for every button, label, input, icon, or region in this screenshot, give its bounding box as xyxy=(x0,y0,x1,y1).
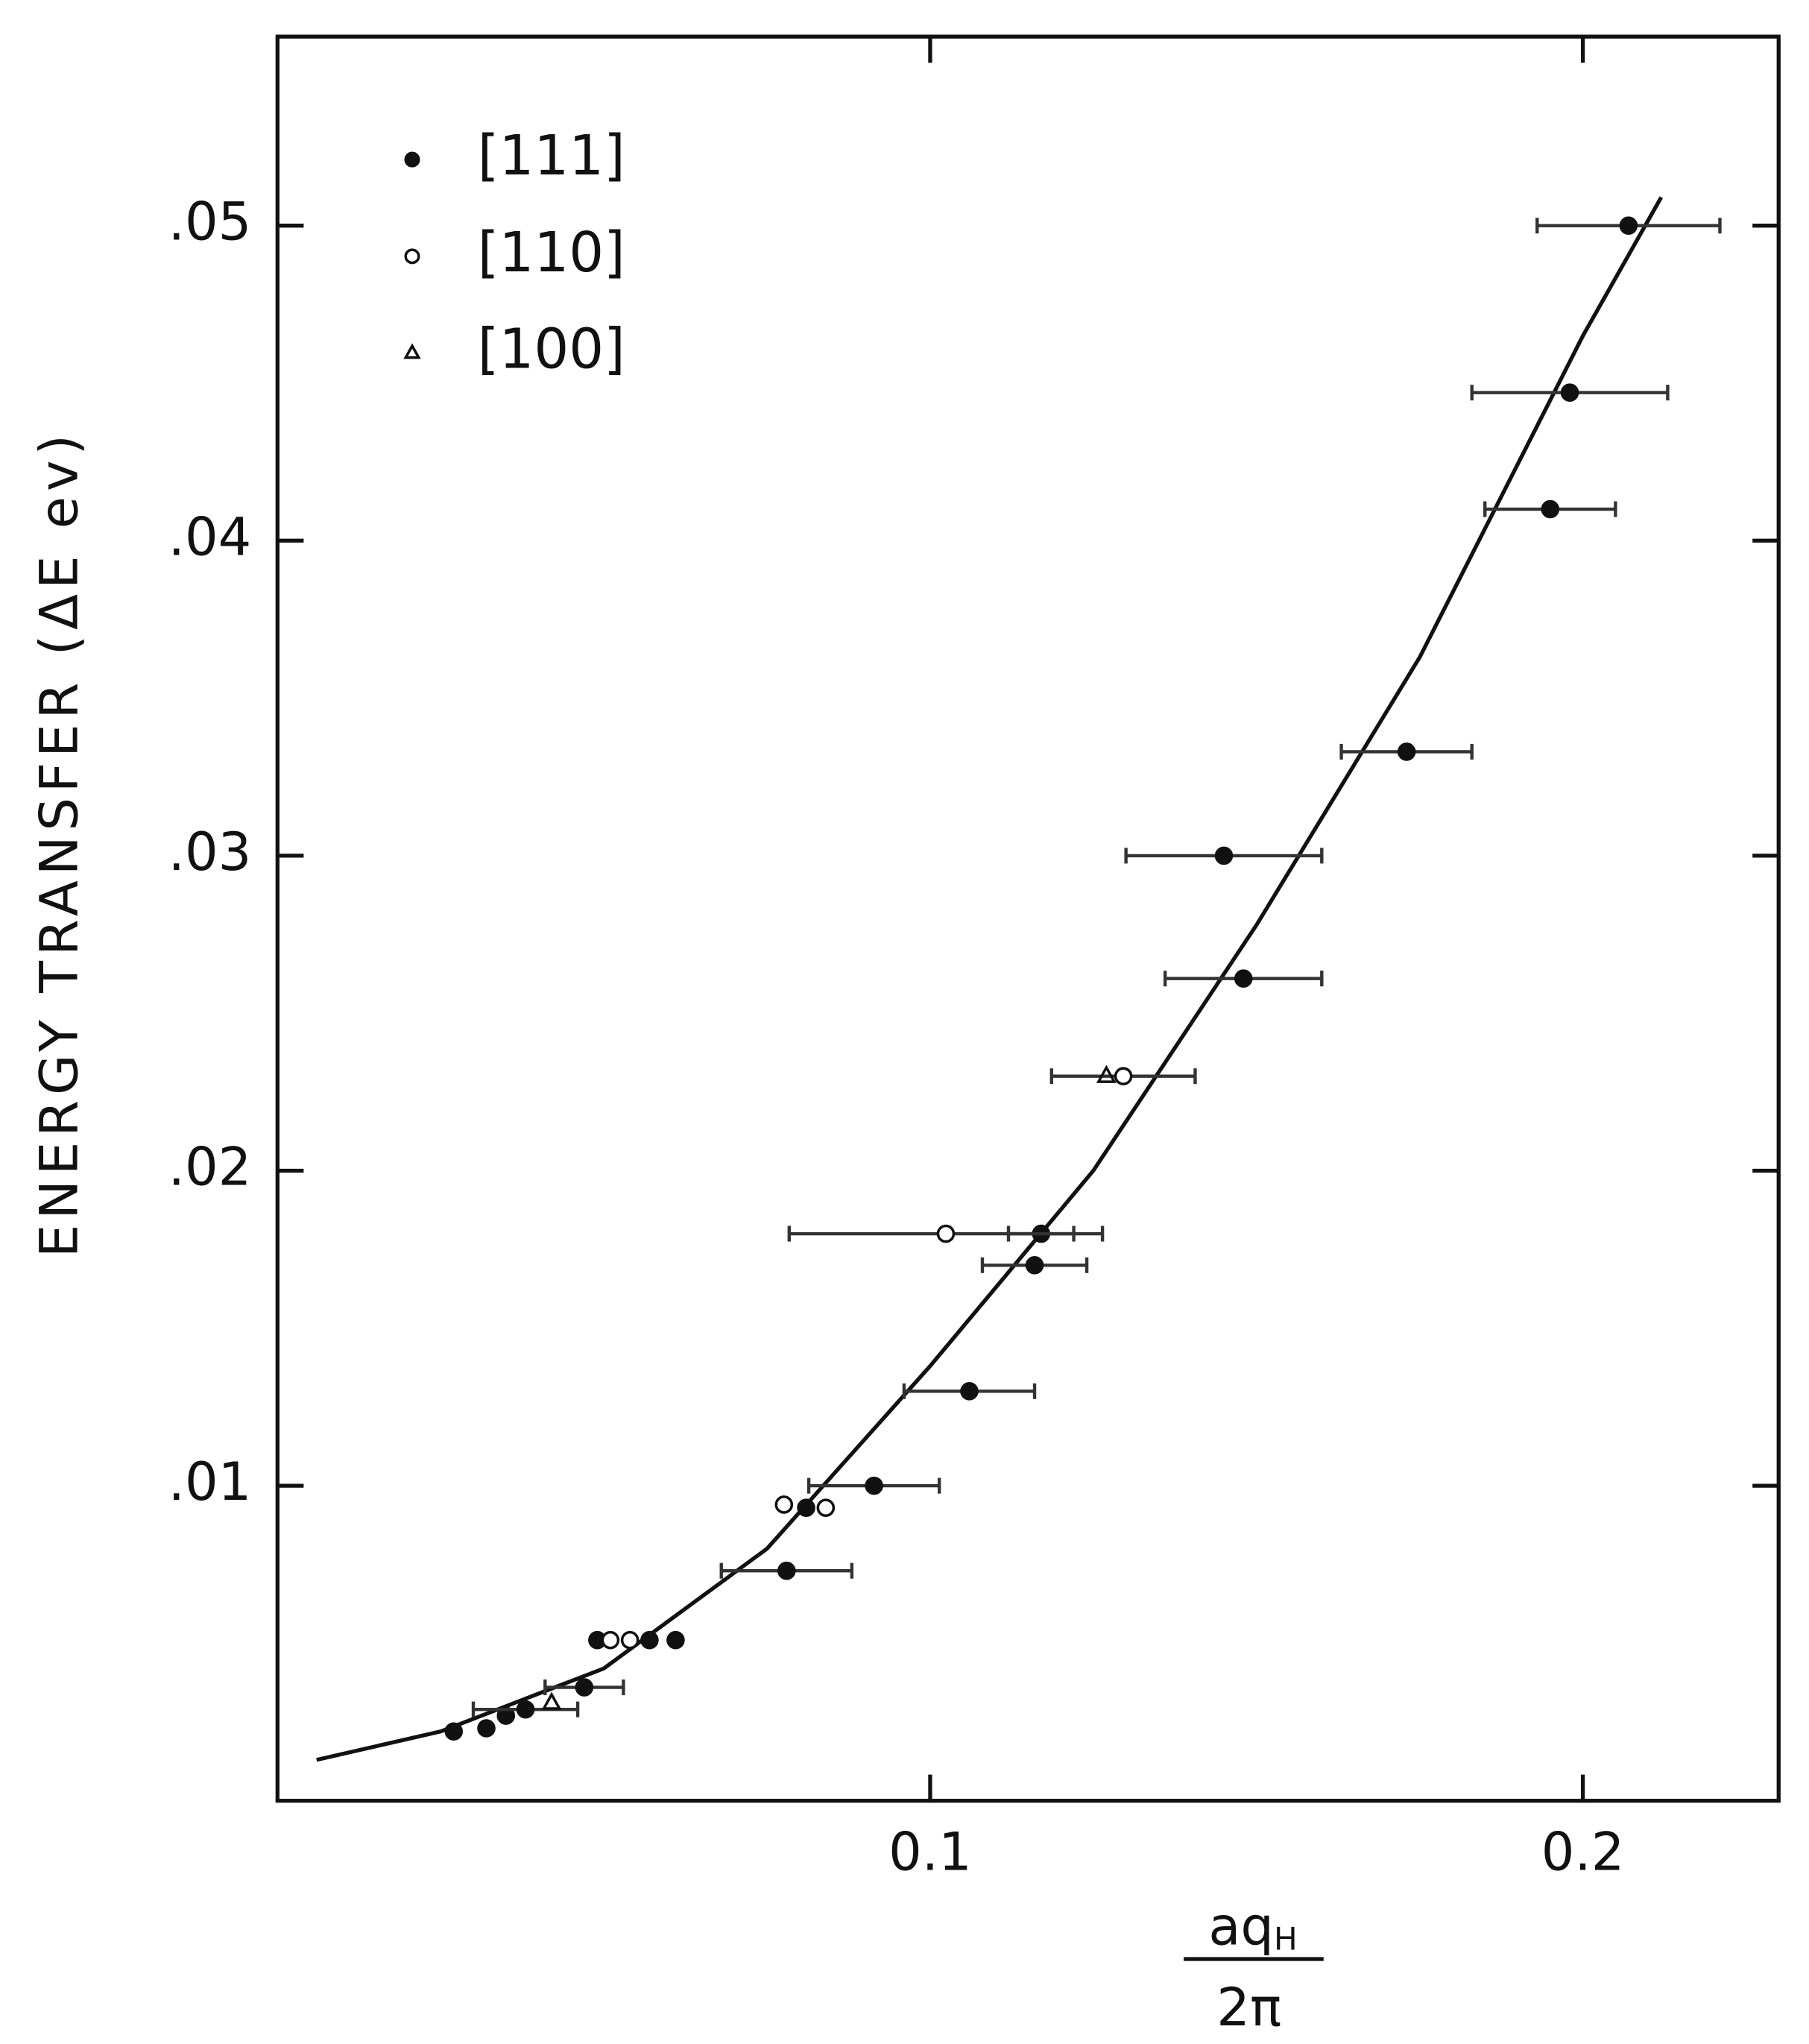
marker-filled-circle xyxy=(865,1476,883,1495)
marker-open-circle xyxy=(936,1224,956,1243)
marker-triangle xyxy=(541,1691,562,1710)
x-axis-label: aqH xyxy=(1208,1896,1297,1957)
marker-filled-circle xyxy=(1025,1255,1044,1275)
marker-open-circle xyxy=(816,1498,836,1517)
marker-filled-circle xyxy=(1397,742,1416,761)
y-tick-label: .03 xyxy=(168,821,252,883)
fit-curve xyxy=(316,196,1664,1762)
marker-open-circle xyxy=(404,248,420,265)
marker-filled-circle xyxy=(1214,846,1234,865)
marker-filled-circle xyxy=(1234,969,1253,988)
marker-filled-circle xyxy=(404,151,420,168)
y-tick-label: .05 xyxy=(168,192,252,253)
marker-open-circle xyxy=(774,1495,794,1514)
marker-filled-circle xyxy=(777,1561,796,1580)
x-label-numerator: aq xyxy=(1208,1896,1274,1957)
x-tick-label: 0.2 xyxy=(1541,1821,1625,1882)
marker-filled-circle xyxy=(516,1700,535,1719)
marker-open-circle xyxy=(1114,1067,1133,1085)
marker-open-circle xyxy=(620,1630,640,1650)
marker-filled-circle xyxy=(640,1630,659,1650)
marker-filled-circle xyxy=(444,1722,464,1741)
marker-filled-circle xyxy=(666,1630,685,1650)
legend-label: [100] xyxy=(478,318,625,382)
plot-frame xyxy=(275,34,1781,1803)
marker-triangle xyxy=(1096,1064,1117,1083)
marker-filled-circle xyxy=(1619,216,1638,235)
marker-filled-circle xyxy=(1560,383,1579,402)
legend-label: [110] xyxy=(478,221,625,285)
marker-filled-circle xyxy=(797,1498,815,1517)
marker-filled-circle xyxy=(960,1382,979,1401)
x-tick-label: 0.1 xyxy=(888,1821,972,1882)
legend-label: [111] xyxy=(478,124,625,188)
marker-open-circle xyxy=(601,1630,620,1650)
y-axis-label: ENERGY TRANSFER (ΔE ev) xyxy=(29,429,90,1258)
marker-triangle xyxy=(403,343,421,359)
x-label-subscript: H xyxy=(1274,1920,1298,1957)
y-tick-label: .04 xyxy=(168,506,252,567)
marker-filled-circle xyxy=(575,1678,594,1697)
x-axis-label-denominator: 2π xyxy=(1216,1977,1281,2038)
y-tick-label: .01 xyxy=(168,1451,252,1513)
y-tick-label: .02 xyxy=(168,1137,252,1198)
marker-filled-circle xyxy=(1541,499,1560,519)
marker-filled-circle xyxy=(477,1719,496,1738)
